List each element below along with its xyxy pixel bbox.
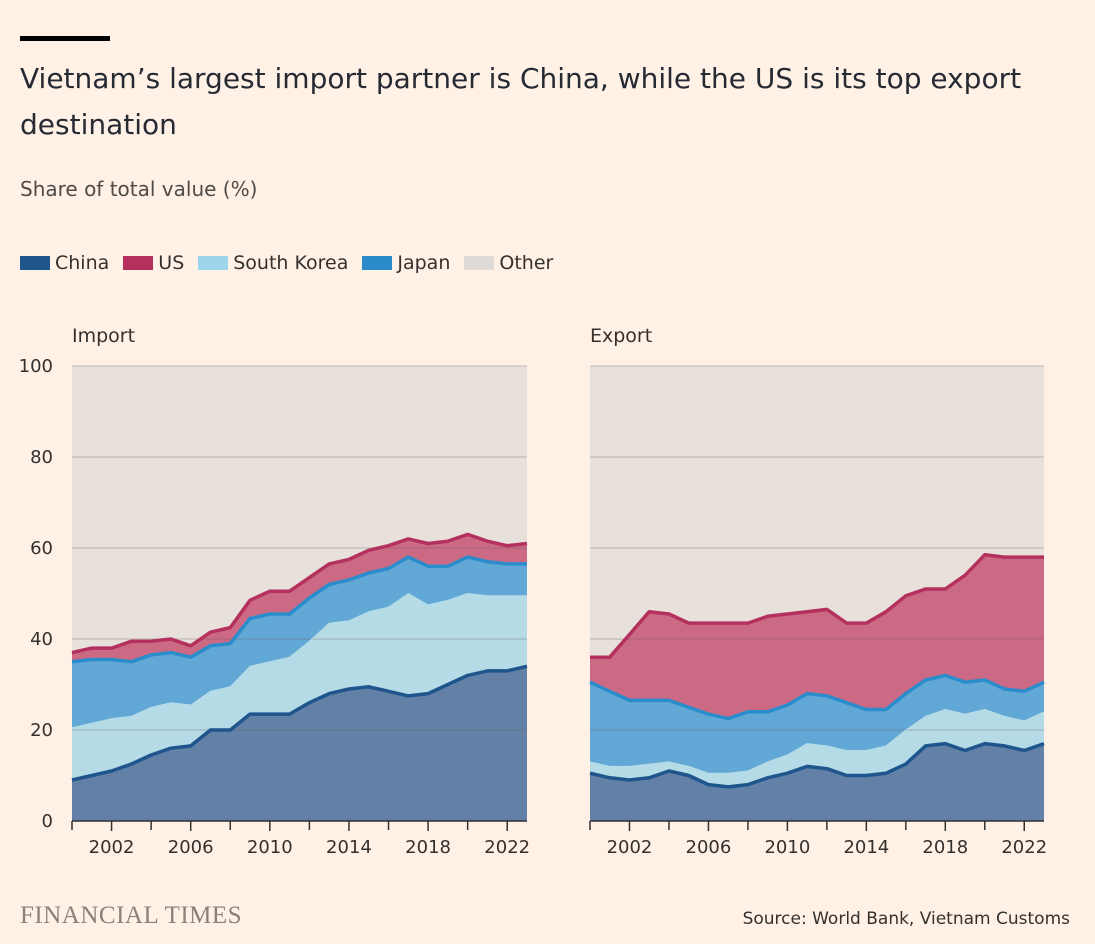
legend: China US South Korea Japan Other [20, 252, 567, 274]
import-x-tick-label-2010: 2010 [247, 837, 293, 858]
legend-label-us: US [158, 252, 185, 274]
export-x-tick-label-2018: 2018 [922, 837, 968, 858]
ft-logo: FINANCIAL TIMES [20, 902, 243, 929]
legend-swatch-japan [362, 256, 393, 270]
export-x-tick-label-2022: 2022 [1001, 837, 1047, 858]
import-line-china [71, 664, 528, 782]
import-area-us [72, 534, 527, 662]
y-tick-label-80: 80 [30, 447, 53, 468]
import-line-south-korea [71, 593, 527, 729]
import-x-tick-label-2006: 2006 [168, 837, 214, 858]
chart-title: Vietnam’s largest import partner is Chin… [20, 62, 1022, 141]
import-x-tick-label-2002: 2002 [89, 837, 135, 858]
title-rule [20, 36, 110, 41]
legend-item-south-korea: South Korea [198, 252, 348, 274]
legend-label-china: China [55, 252, 110, 274]
import-line-japan [71, 555, 527, 664]
export-line-japan [589, 673, 1045, 721]
legend-item-japan: Japan [362, 252, 450, 274]
y-tick-label-100: 100 [19, 356, 53, 377]
export-x-tick-label-2014: 2014 [843, 837, 889, 858]
legend-swatch-other [464, 256, 495, 270]
import-x-tick-label-2014: 2014 [326, 837, 372, 858]
export-line-china [589, 741, 1045, 789]
legend-item-us: US [123, 252, 184, 274]
legend-label-south-korea: South Korea [233, 252, 349, 274]
export-area-china [590, 743, 1044, 821]
chart-subtitle: Share of total value (%) [20, 177, 258, 201]
import-area-china [72, 666, 527, 821]
export-x-tick-label-2010: 2010 [764, 837, 810, 858]
legend-label-other: Other [499, 252, 554, 274]
export-line-us [590, 553, 1044, 659]
legend-swatch-south-korea [198, 256, 229, 270]
import-panel-title: Import [72, 325, 135, 347]
y-tick-label-20: 20 [30, 720, 53, 741]
legend-swatch-us [123, 256, 154, 270]
source-note: Source: World Bank, Vietnam Customs [742, 909, 1070, 929]
export-panel-title: Export [590, 325, 652, 347]
export-line-south-korea [589, 709, 1045, 774]
import-x-tick-label-2018: 2018 [405, 837, 451, 858]
export-area-japan [590, 675, 1044, 774]
y-tick-label-40: 40 [30, 629, 53, 650]
legend-item-other: Other [464, 252, 553, 274]
y-tick-label-60: 60 [30, 538, 53, 559]
y-tick-label-0: 0 [42, 811, 53, 832]
export-x-tick-label-2006: 2006 [686, 837, 732, 858]
import-area-japan [72, 557, 527, 728]
import-area-south-korea [72, 593, 527, 780]
export-area-south-korea [590, 709, 1044, 787]
legend-label-japan: Japan [397, 252, 451, 274]
import-line-us [71, 532, 528, 655]
legend-swatch-china [20, 256, 50, 270]
legend-item-china: China [20, 252, 109, 274]
export-x-tick-label-2002: 2002 [607, 837, 653, 858]
import-x-tick-label-2022: 2022 [484, 837, 530, 858]
